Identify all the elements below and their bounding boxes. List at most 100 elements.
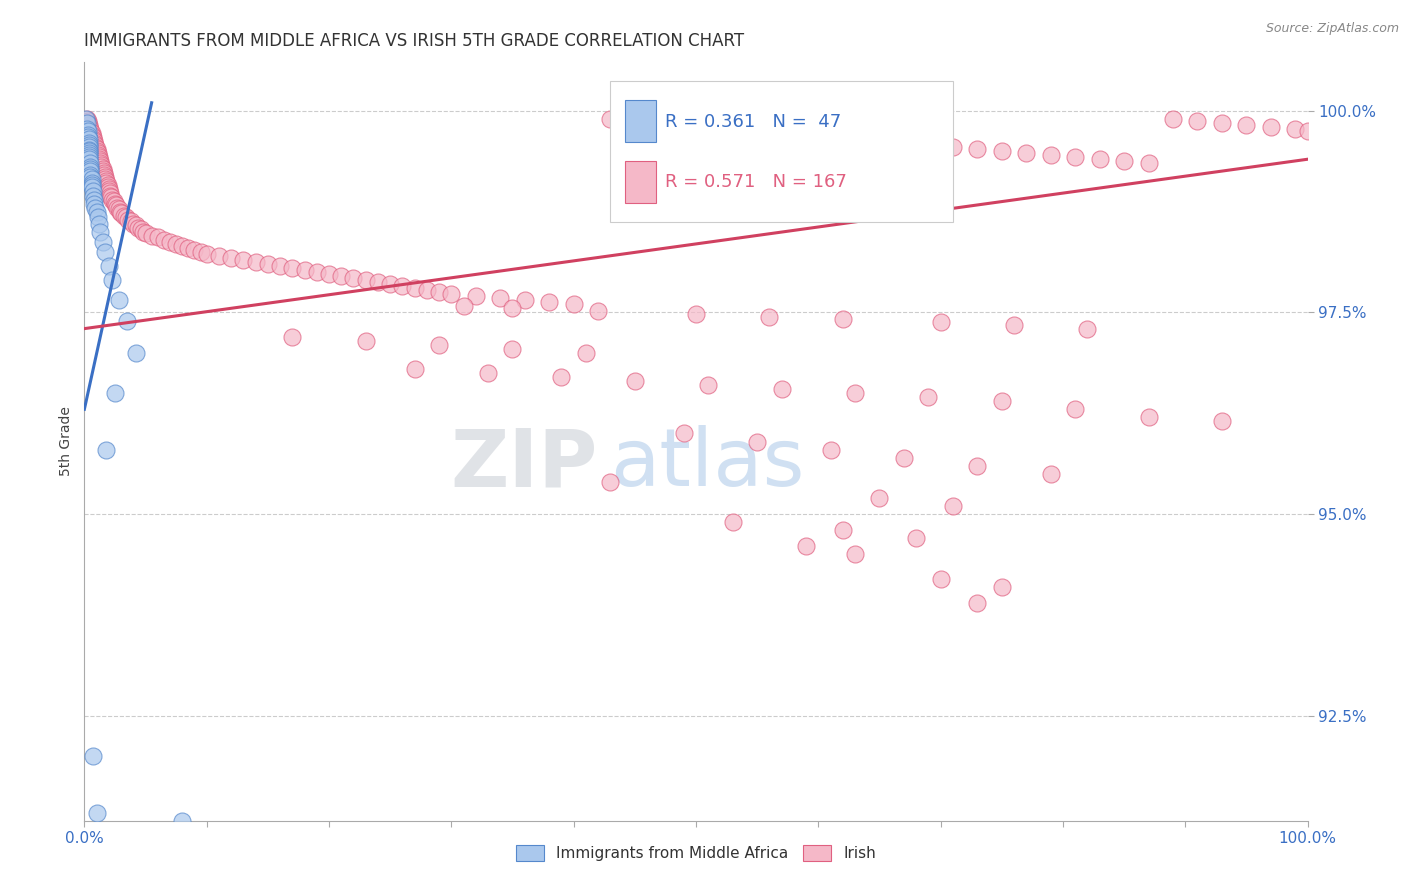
Point <box>991 580 1014 594</box>
Point <box>77 144 100 158</box>
Point <box>77 140 100 154</box>
Point <box>844 548 866 562</box>
Point <box>831 312 853 326</box>
Point <box>183 243 205 257</box>
Point <box>1211 116 1233 130</box>
Point <box>105 201 128 215</box>
Point <box>83 196 105 211</box>
Point <box>87 150 110 164</box>
Point <box>893 136 915 150</box>
Point <box>110 206 132 220</box>
Point <box>208 249 231 263</box>
Point <box>90 158 112 172</box>
Point <box>77 120 100 134</box>
Point <box>80 178 103 192</box>
Point <box>97 180 120 194</box>
Point <box>105 198 128 212</box>
Point <box>83 193 105 207</box>
Point <box>80 180 103 194</box>
Point <box>127 220 149 235</box>
Point <box>427 285 450 300</box>
Point <box>87 211 110 225</box>
Point <box>1015 145 1038 160</box>
Point <box>146 230 169 244</box>
Point <box>82 132 104 146</box>
Point <box>77 150 100 164</box>
Point <box>770 382 793 396</box>
Point <box>404 362 426 376</box>
Point <box>80 126 103 140</box>
Point <box>75 112 97 126</box>
Point <box>1137 410 1160 425</box>
Point <box>117 212 139 227</box>
Point <box>391 278 413 293</box>
Point <box>820 129 842 144</box>
Point <box>477 366 499 380</box>
Point <box>77 143 100 157</box>
Point <box>966 596 988 610</box>
Point <box>1076 321 1098 335</box>
Point <box>1296 124 1319 138</box>
Point <box>77 136 100 150</box>
Point <box>77 113 100 128</box>
Point <box>91 161 114 176</box>
FancyBboxPatch shape <box>610 81 953 222</box>
Point <box>721 121 744 136</box>
Point <box>1002 318 1025 332</box>
Point <box>107 293 129 308</box>
Legend: Immigrants from Middle Africa, Irish: Immigrants from Middle Africa, Irish <box>510 839 882 868</box>
Point <box>104 196 127 211</box>
Point <box>83 136 105 150</box>
Point <box>172 239 194 253</box>
Point <box>93 166 115 180</box>
Point <box>831 523 853 537</box>
Point <box>281 329 304 343</box>
Point <box>404 281 426 295</box>
Point <box>125 346 148 360</box>
Point <box>820 442 842 457</box>
Point <box>685 307 707 321</box>
Point <box>97 259 120 273</box>
Point <box>79 156 101 170</box>
Point <box>844 386 866 401</box>
Point <box>79 169 101 183</box>
Point <box>232 253 254 268</box>
Point <box>929 572 952 586</box>
Point <box>380 277 402 292</box>
Point <box>159 235 181 249</box>
Point <box>966 142 988 156</box>
Point <box>82 129 104 144</box>
Y-axis label: 5th Grade: 5th Grade <box>59 407 73 476</box>
Point <box>115 313 138 327</box>
Point <box>97 185 120 199</box>
Point <box>96 177 118 191</box>
Point <box>330 269 353 284</box>
Point <box>84 201 107 215</box>
Point <box>1284 121 1306 136</box>
Point <box>89 225 111 239</box>
Point <box>305 265 328 279</box>
Point <box>929 315 952 329</box>
Text: R = 0.361   N =  47: R = 0.361 N = 47 <box>665 112 842 130</box>
Point <box>721 515 744 529</box>
Point <box>83 134 105 148</box>
Point <box>80 172 103 186</box>
Point <box>942 140 965 154</box>
Text: Source: ZipAtlas.com: Source: ZipAtlas.com <box>1265 22 1399 36</box>
Point <box>112 209 135 223</box>
Point <box>90 161 112 175</box>
Point <box>942 499 965 513</box>
Point <box>747 434 769 449</box>
Point <box>94 245 117 260</box>
Point <box>79 124 101 138</box>
Point <box>257 257 280 271</box>
Point <box>76 112 98 126</box>
Point <box>76 116 98 130</box>
Point <box>93 169 115 183</box>
Point <box>84 137 107 152</box>
Point <box>97 178 120 192</box>
Point <box>195 246 218 260</box>
Point <box>844 132 866 146</box>
Point <box>1236 118 1258 132</box>
Point <box>869 134 891 148</box>
